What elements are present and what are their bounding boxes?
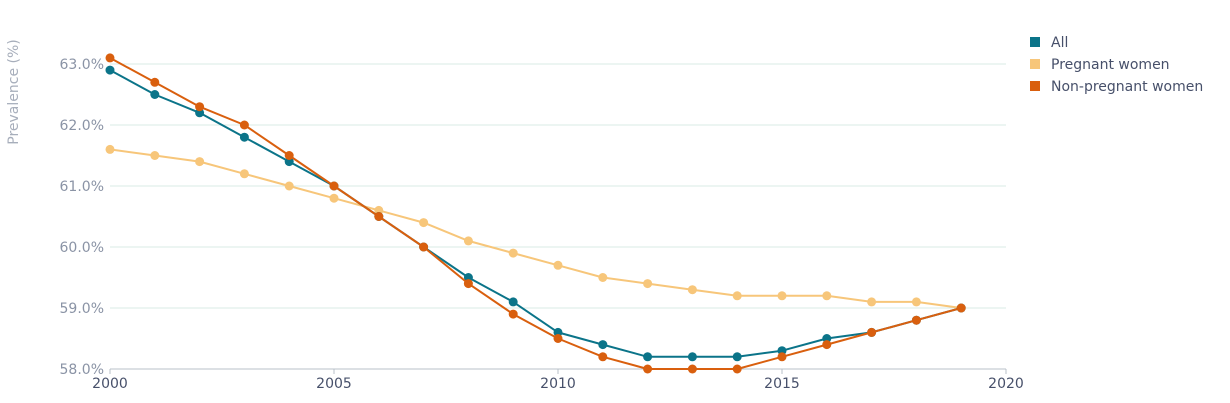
data-point: [911, 315, 921, 325]
data-point: [419, 218, 429, 228]
series-line-non-pregnant-women: [109, 57, 962, 370]
x-tick-label: 2005: [316, 376, 352, 392]
data-point: [239, 169, 249, 179]
data-point: [150, 90, 160, 99]
data-point: [867, 297, 877, 307]
y-tick-label: 58.0%: [60, 362, 104, 378]
data-point: [822, 340, 832, 350]
data-point: [239, 132, 249, 142]
data-point: [374, 212, 384, 221]
data-point: [463, 236, 473, 246]
data-point: [284, 151, 294, 160]
x-tick-label: 2020: [988, 376, 1024, 392]
data-point: [598, 352, 608, 362]
legend-label: Non-pregnant women: [1051, 79, 1203, 95]
data-point: [911, 297, 921, 307]
data-point: [329, 193, 339, 203]
legend-label: Pregnant women: [1051, 57, 1170, 73]
y-axis-label: Prevalence (%): [6, 39, 22, 145]
data-point: [463, 279, 473, 289]
data-point: [643, 364, 653, 374]
y-tick-label: 62.0%: [60, 118, 104, 134]
gridlines: [110, 63, 1006, 370]
data-point: [687, 352, 697, 362]
data-point: [777, 352, 787, 362]
legend-swatch: [1030, 37, 1040, 47]
data-point: [687, 364, 697, 374]
data-point: [508, 297, 518, 307]
data-point: [284, 181, 294, 191]
data-point: [687, 285, 697, 295]
data-point: [553, 334, 563, 343]
y-tick-label: 59.0%: [60, 301, 104, 317]
data-point: [732, 291, 742, 301]
data-point: [150, 77, 160, 87]
legend-label: All: [1051, 35, 1068, 51]
data-point: [105, 65, 115, 75]
x-axis-ticks: 2000 2005 2010 2015 2020: [92, 369, 1024, 392]
series-line-pregnant-women: [109, 148, 962, 309]
data-point: [956, 303, 966, 313]
data-point: [643, 352, 653, 362]
data-point: [777, 291, 787, 301]
x-tick-label: 2000: [92, 376, 128, 392]
legend: All Pregnant women Non-pregnant women: [1030, 35, 1203, 95]
data-point: [105, 144, 115, 154]
data-point: [419, 242, 429, 252]
data-point: [239, 120, 249, 130]
series-all: [105, 65, 966, 362]
data-point: [732, 352, 742, 362]
y-tick-label: 61.0%: [60, 179, 104, 195]
data-point: [598, 340, 608, 350]
legend-swatch: [1030, 59, 1040, 69]
data-point: [732, 364, 742, 374]
x-tick-label: 2010: [540, 376, 576, 392]
data-point: [822, 291, 832, 301]
data-point: [643, 279, 653, 289]
data-point: [508, 309, 518, 319]
data-point: [598, 273, 608, 282]
data-point: [508, 248, 518, 258]
series-line-all: [109, 69, 962, 358]
data-point: [195, 157, 205, 167]
data-point: [150, 151, 160, 160]
y-tick-label: 60.0%: [60, 240, 104, 256]
series-pregnant-women: [105, 144, 966, 313]
data-point: [867, 327, 877, 337]
data-point: [195, 102, 205, 112]
series-group: [105, 53, 966, 374]
data-point: [553, 260, 563, 270]
data-point: [329, 181, 339, 191]
y-axis-ticks: 58.0% 59.0% 60.0% 61.0% 62.0% 63.0%: [60, 57, 104, 378]
legend-swatch: [1030, 81, 1040, 91]
series-non-pregnant-women: [105, 53, 966, 374]
x-tick-label: 2015: [764, 376, 800, 392]
y-tick-label: 63.0%: [60, 57, 104, 73]
data-point: [105, 53, 115, 63]
